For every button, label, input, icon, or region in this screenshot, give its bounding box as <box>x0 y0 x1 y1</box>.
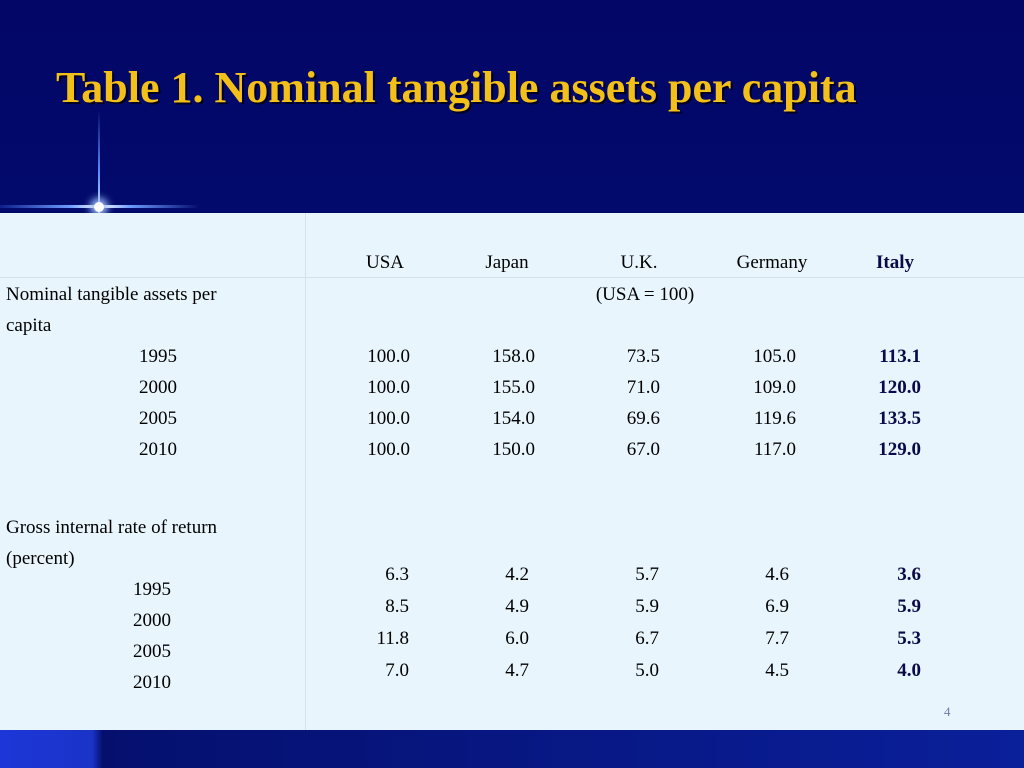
s1-year-2005: 2005 <box>139 408 177 429</box>
data-table: USA Japan U.K. Germany Italy Nominal tan… <box>0 213 1024 730</box>
header-divider <box>0 277 1024 278</box>
footer-band <box>0 730 1024 768</box>
s1-2005-japan: 154.0 <box>492 408 535 429</box>
section2-label-line1: Gross internal rate of return <box>6 517 218 538</box>
s2-2005-usa: 11.8 <box>376 628 409 649</box>
s1-2010-usa: 100.0 <box>367 439 410 460</box>
section1-label-line1: Nominal tangible assets per <box>6 284 217 305</box>
s1-2010-japan: 150.0 <box>492 439 535 460</box>
s1-2010-germany: 117.0 <box>753 439 796 460</box>
s1-2005-germany: 119.6 <box>753 408 796 429</box>
s1-year-2000: 2000 <box>139 377 177 398</box>
s1-2005-usa: 100.0 <box>367 408 410 429</box>
section1-label-line2: capita <box>6 315 52 336</box>
section1-unit-note: (USA = 100) <box>595 284 695 305</box>
s1-2005-italy: 133.5 <box>878 408 921 429</box>
section2-label-line2: (percent) <box>6 548 75 569</box>
s1-2000-usa: 100.0 <box>367 377 410 398</box>
s2-year-2010: 2010 <box>133 672 171 693</box>
s1-2000-japan: 155.0 <box>492 377 535 398</box>
header-japan: Japan <box>485 252 529 273</box>
s1-2010-italy: 129.0 <box>878 439 921 460</box>
s2-2010-usa: 7.0 <box>385 660 409 681</box>
s1-1995-uk: 73.5 <box>626 346 660 367</box>
s1-2010-uk: 67.0 <box>626 439 660 460</box>
header-uk: U.K. <box>620 252 658 273</box>
decorative-star-glow <box>94 202 104 212</box>
s2-2010-uk: 5.0 <box>635 660 659 681</box>
column-divider <box>305 213 306 730</box>
s1-2000-uk: 71.0 <box>626 377 660 398</box>
s2-2010-japan: 4.7 <box>505 660 529 681</box>
s2-year-2005: 2005 <box>133 641 171 662</box>
s1-1995-italy: 113.1 <box>879 346 921 367</box>
s2-2005-germany: 7.7 <box>765 628 789 649</box>
s1-2005-uk: 69.6 <box>626 408 660 429</box>
s1-year-2010: 2010 <box>139 439 177 460</box>
s2-1995-uk: 5.7 <box>635 564 659 585</box>
s1-1995-germany: 105.0 <box>753 346 796 367</box>
s1-2000-italy: 120.0 <box>878 377 921 398</box>
s1-1995-usa: 100.0 <box>367 346 410 367</box>
s2-1995-italy: 3.6 <box>897 564 921 585</box>
s2-2005-italy: 5.3 <box>897 628 921 649</box>
title-band <box>0 0 1024 212</box>
header-italy: Italy <box>876 252 914 273</box>
s2-2005-uk: 6.7 <box>635 628 659 649</box>
s2-2000-uk: 5.9 <box>635 596 659 617</box>
s1-1995-japan: 158.0 <box>492 346 535 367</box>
s2-2005-japan: 6.0 <box>505 628 529 649</box>
s1-year-1995: 1995 <box>139 346 177 367</box>
s2-2010-italy: 4.0 <box>897 660 921 681</box>
header-germany: Germany <box>736 252 808 273</box>
s2-2000-germany: 6.9 <box>765 596 789 617</box>
s2-2000-italy: 5.9 <box>897 596 921 617</box>
s2-2010-germany: 4.5 <box>765 660 789 681</box>
s2-1995-japan: 4.2 <box>505 564 529 585</box>
decorative-vertical-line <box>98 110 100 214</box>
slide-title: Table 1. Nominal tangible assets per cap… <box>56 63 857 112</box>
s2-1995-germany: 4.6 <box>765 564 789 585</box>
s1-2000-germany: 109.0 <box>753 377 796 398</box>
page-number: 4 <box>944 704 951 719</box>
s2-2000-japan: 4.9 <box>505 596 529 617</box>
s2-1995-usa: 6.3 <box>385 564 409 585</box>
header-usa: USA <box>365 252 404 273</box>
s2-year-2000: 2000 <box>133 610 171 631</box>
s2-year-1995: 1995 <box>133 579 171 600</box>
s2-2000-usa: 8.5 <box>385 596 409 617</box>
